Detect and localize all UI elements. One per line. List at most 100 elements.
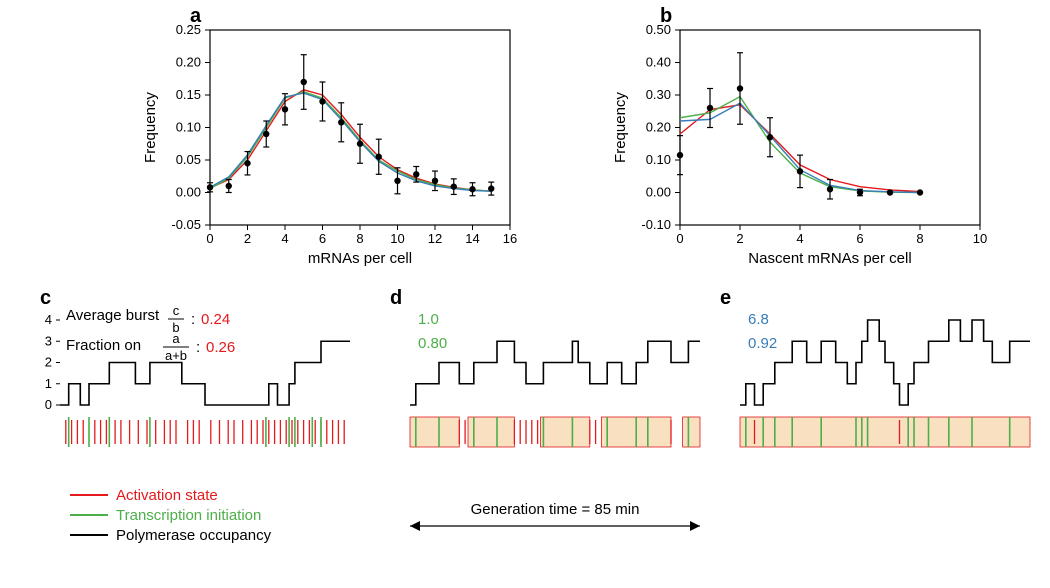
data-point (301, 79, 307, 85)
x-tick-label: 6 (319, 231, 326, 246)
data-point (282, 106, 288, 112)
avg-burst-value: 1.0 (418, 311, 439, 328)
x-tick-label: 16 (503, 231, 517, 246)
data-point (207, 184, 213, 190)
y-tick-label: 2 (45, 355, 52, 370)
y-tick-label: -0.10 (641, 217, 671, 232)
on-interval (740, 417, 1030, 447)
avg-burst-value: 0.24 (201, 311, 230, 328)
fraction-frac-num: a (172, 331, 180, 346)
fraction-on-label: Fraction on (66, 337, 141, 354)
fraction-on-value: 0.80 (418, 335, 447, 352)
data-point (887, 189, 893, 195)
polymerase-trace (410, 341, 700, 405)
avg-burst-label: Average burst (66, 307, 160, 324)
avg-burst-value: 6.8 (748, 311, 769, 328)
y-tick-label: 0.30 (646, 87, 671, 102)
bottom-row: 01234cAverage burstcb:0.24Fraction onaa+… (0, 280, 1050, 588)
x-tick-label: 8 (356, 231, 363, 246)
data-point (357, 141, 363, 147)
x-tick-label: 2 (244, 231, 251, 246)
data-point (707, 105, 713, 111)
y-tick-label: 0.10 (646, 152, 671, 167)
data-point (226, 183, 232, 189)
x-tick-label: 4 (796, 231, 803, 246)
fit-curve-blue (210, 93, 491, 191)
data-point (677, 152, 683, 158)
legend-label: Transcription initiation (116, 507, 261, 524)
y-tick-label: 1 (45, 376, 52, 391)
data-point (488, 185, 494, 191)
trace-legend: Activation state Transcription initiation… (70, 487, 272, 544)
y-tick-label: 0.00 (646, 185, 671, 200)
generation-time-label: Generation time = 85 min (471, 501, 640, 518)
fraction-on-value: 0.26 (206, 339, 235, 356)
on-interval (468, 417, 514, 447)
y-tick-label: 0 (45, 397, 52, 412)
x-tick-label: 10 (973, 231, 987, 246)
panel-label: b (660, 5, 672, 27)
y-axis-label: Frequency (612, 92, 629, 163)
data-point (263, 131, 269, 137)
x-tick-label: 6 (856, 231, 863, 246)
x-tick-label: 0 (676, 231, 683, 246)
on-interval (541, 417, 590, 447)
data-point (413, 171, 419, 177)
data-point (376, 154, 382, 160)
y-axis-label: Frequency (142, 92, 159, 163)
data-point (737, 85, 743, 91)
x-axis-label: mRNAs per cell (308, 250, 412, 267)
panel-label: c (40, 287, 51, 309)
fraction-on-value: 0.92 (748, 335, 777, 352)
y-tick-label: 4 (45, 312, 52, 327)
svg-text::: : (191, 311, 195, 328)
legend-label: Activation state (116, 487, 218, 504)
data-point (767, 134, 773, 140)
x-tick-label: 2 (736, 231, 743, 246)
panel_a: 0246810121416-0.050.000.050.100.150.200.… (142, 5, 517, 267)
burst-frac-num: c (173, 303, 180, 318)
panel_e: e 6.8 0.92 (720, 287, 1030, 447)
x-axis-label: Nascent mRNAs per cell (748, 250, 911, 267)
fraction-frac-den: a+b (165, 348, 187, 363)
y-tick-label: 0.00 (176, 185, 201, 200)
data-point (432, 178, 438, 184)
y-tick-label: 3 (45, 333, 52, 348)
svg-text::: : (196, 339, 200, 356)
y-tick-label: 0.40 (646, 55, 671, 70)
y-tick-label: 0.20 (646, 120, 671, 135)
y-tick-label: 0.15 (176, 87, 201, 102)
data-point (338, 119, 344, 125)
generation-time-arrow: Generation time = 85 min (410, 501, 700, 531)
fit-curve-red (210, 90, 491, 191)
data-point (857, 189, 863, 195)
polymerase-trace (740, 320, 1030, 405)
panel-label: d (390, 287, 402, 309)
data-point (451, 183, 457, 189)
panel-label: e (720, 287, 731, 309)
panel-label: a (190, 5, 202, 27)
data-point (394, 178, 400, 184)
x-tick-label: 8 (916, 231, 923, 246)
x-tick-label: 10 (390, 231, 404, 246)
x-tick-label: 12 (428, 231, 442, 246)
data-point (319, 98, 325, 104)
y-tick-label: 0.10 (176, 120, 201, 135)
data-point (469, 186, 475, 192)
data-point (244, 160, 250, 166)
panel_b: 0246810-0.100.000.100.200.300.400.50Nasc… (612, 5, 987, 267)
panel_c: 01234cAverage burstcb:0.24Fraction onaa+… (40, 287, 350, 447)
panel_d: d 1.0 0.80 (390, 287, 700, 447)
y-tick-label: -0.05 (171, 217, 201, 232)
on-interval (683, 417, 700, 447)
legend-label: Polymerase occupancy (116, 527, 272, 544)
data-point (917, 189, 923, 195)
x-tick-label: 0 (206, 231, 213, 246)
y-tick-label: 0.20 (176, 55, 201, 70)
on-interval (410, 417, 459, 447)
fit-curve-green (210, 92, 491, 191)
top-row: 0 2 4 6 8 10 12 14 16 -0.05 0.00 0.05 0.10 0.15 0.20 0.… (0, 0, 1050, 280)
y-tick-label: 0.05 (176, 152, 201, 167)
x-tick-label: 14 (465, 231, 479, 246)
data-point (797, 168, 803, 174)
